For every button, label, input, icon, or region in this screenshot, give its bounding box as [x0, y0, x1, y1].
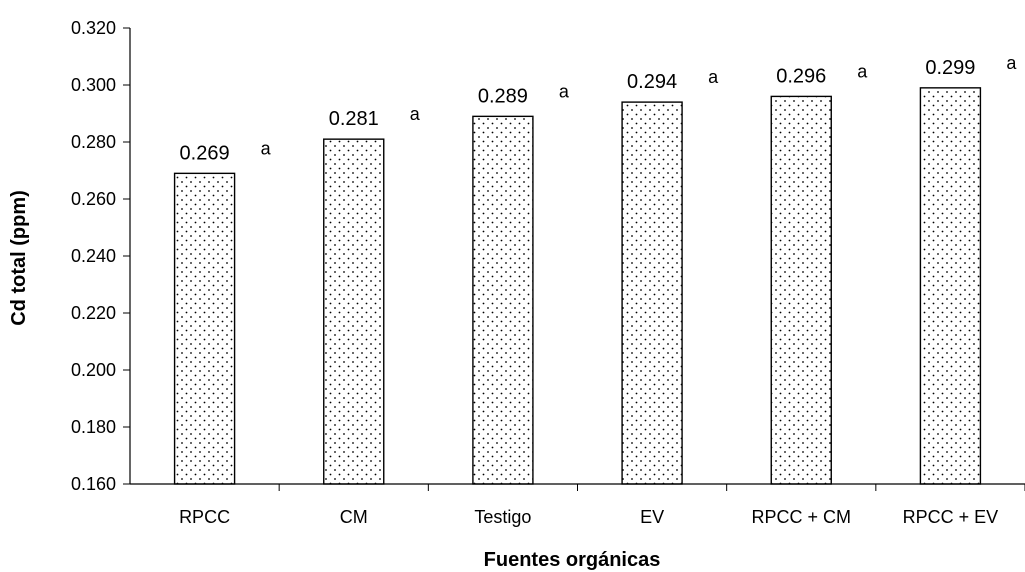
y-tick-label: 0.200	[71, 360, 116, 380]
significance-letter: a	[1006, 53, 1017, 73]
category-labels: RPCC CM Testigo EV RPCC + CM RPCC + EV	[179, 484, 1025, 527]
y-tick-label: 0.280	[71, 132, 116, 152]
bar-cm	[323, 138, 385, 485]
y-tick-label: 0.260	[71, 189, 116, 209]
x-category-label: RPCC	[179, 507, 230, 527]
significance-letter: a	[708, 67, 719, 87]
data-label: 0.299	[925, 57, 975, 79]
x-category-label: RPCC + CM	[751, 507, 851, 527]
data-label: 0.294	[627, 71, 677, 93]
significance-letter: a	[559, 81, 570, 101]
bar-rpcc-cm	[770, 95, 832, 485]
significance-letter: a	[857, 61, 868, 81]
axes-group	[129, 28, 1025, 485]
y-tick-label: 0.180	[71, 417, 116, 437]
bar-ev	[621, 101, 683, 485]
y-tick-label: 0.300	[71, 75, 116, 95]
bar-rpcc	[173, 172, 236, 485]
data-label: 0.289	[478, 85, 528, 107]
y-axis-title: Cd total (ppm)	[8, 190, 30, 326]
significance-letter: a	[410, 104, 421, 124]
x-axis-title: Fuentes orgánicas	[484, 549, 661, 571]
x-category-label: Testigo	[474, 507, 531, 527]
y-tick-label: 0.160	[71, 474, 116, 494]
y-tick-label: 0.220	[71, 303, 116, 323]
significance-letter: a	[261, 138, 272, 158]
data-label: 0.269	[180, 142, 230, 164]
x-category-label: EV	[640, 507, 664, 527]
bar-rpcc-ev	[919, 87, 982, 485]
data-label: 0.296	[776, 65, 826, 87]
data-labels: 0.269 a 0.281 a 0.289 a 0.294 a 0.296 a 0.299 a	[180, 53, 1018, 165]
data-label: 0.281	[329, 108, 379, 130]
bar-testigo	[472, 115, 534, 485]
y-axis-ticks: 0.160 0.180 0.200 0.220 0.240 0.260 0.280 0.300…	[71, 18, 130, 494]
x-category-label: CM	[340, 507, 368, 527]
y-tick-label: 0.320	[71, 18, 116, 38]
x-category-label: RPCC + EV	[903, 507, 999, 527]
bars-group	[173, 87, 982, 485]
y-tick-label: 0.240	[71, 246, 116, 266]
